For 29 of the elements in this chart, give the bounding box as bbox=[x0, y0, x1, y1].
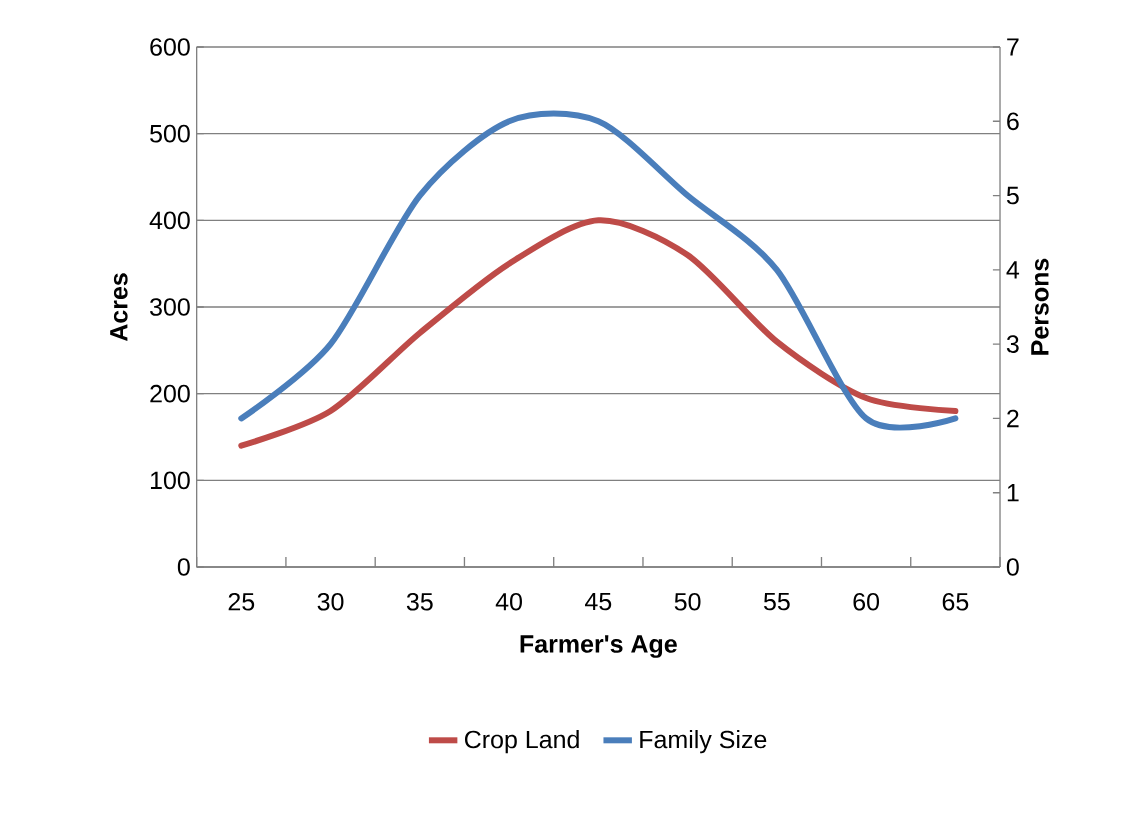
y2-tick-label: 3 bbox=[1006, 335, 1019, 353]
y-tick-label: 400 bbox=[149, 211, 190, 230]
x-tick-label: 35 bbox=[406, 592, 433, 611]
x-tick-label: 50 bbox=[674, 592, 701, 611]
y2-axis-title: Persons bbox=[1031, 258, 1049, 355]
x-tick-label: 30 bbox=[317, 592, 344, 611]
y-tick-label: 300 bbox=[150, 298, 190, 316]
y-tick-label: 100 bbox=[150, 471, 190, 490]
y2-tick-label: 7 bbox=[1007, 38, 1019, 56]
y-tick-label: 500 bbox=[150, 124, 190, 143]
y2-tick-label: 0 bbox=[1006, 558, 1019, 576]
x-tick-label: 60 bbox=[853, 592, 880, 611]
legend-label: Crop Land bbox=[464, 730, 579, 754]
x-axis-title: Farmer's Age bbox=[520, 635, 677, 658]
y-tick-label: 600 bbox=[150, 38, 190, 56]
legend-label: Family Size bbox=[640, 730, 767, 754]
y-tick-label: 0 bbox=[177, 558, 190, 576]
x-tick-label: 45 bbox=[585, 592, 612, 611]
x-tick-label: 40 bbox=[495, 592, 522, 611]
y2-tick-label: 6 bbox=[1007, 112, 1019, 131]
y2-tick-label: 5 bbox=[1006, 186, 1019, 205]
y-tick-label: 200 bbox=[150, 384, 190, 403]
x-tick-label: 55 bbox=[763, 592, 790, 611]
y2-tick-label: 4 bbox=[1006, 261, 1020, 279]
y2-tick-label: 2 bbox=[1007, 409, 1019, 428]
x-tick-label: 25 bbox=[228, 592, 255, 611]
x-tick-label: 65 bbox=[942, 592, 969, 611]
y-axis-title: Acres bbox=[110, 273, 128, 342]
y2-tick-label: 1 bbox=[1007, 484, 1019, 502]
